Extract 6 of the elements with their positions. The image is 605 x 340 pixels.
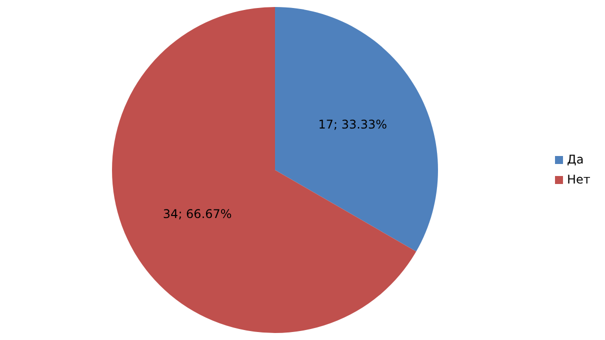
pie-slice: [275, 7, 438, 252]
data-label: 34; 66.67%: [162, 207, 232, 222]
pie-slice: [112, 7, 416, 333]
legend-label: Нет: [567, 172, 590, 186]
data-label: 17; 33.33%: [318, 117, 388, 132]
legend-label: Да: [567, 152, 584, 166]
